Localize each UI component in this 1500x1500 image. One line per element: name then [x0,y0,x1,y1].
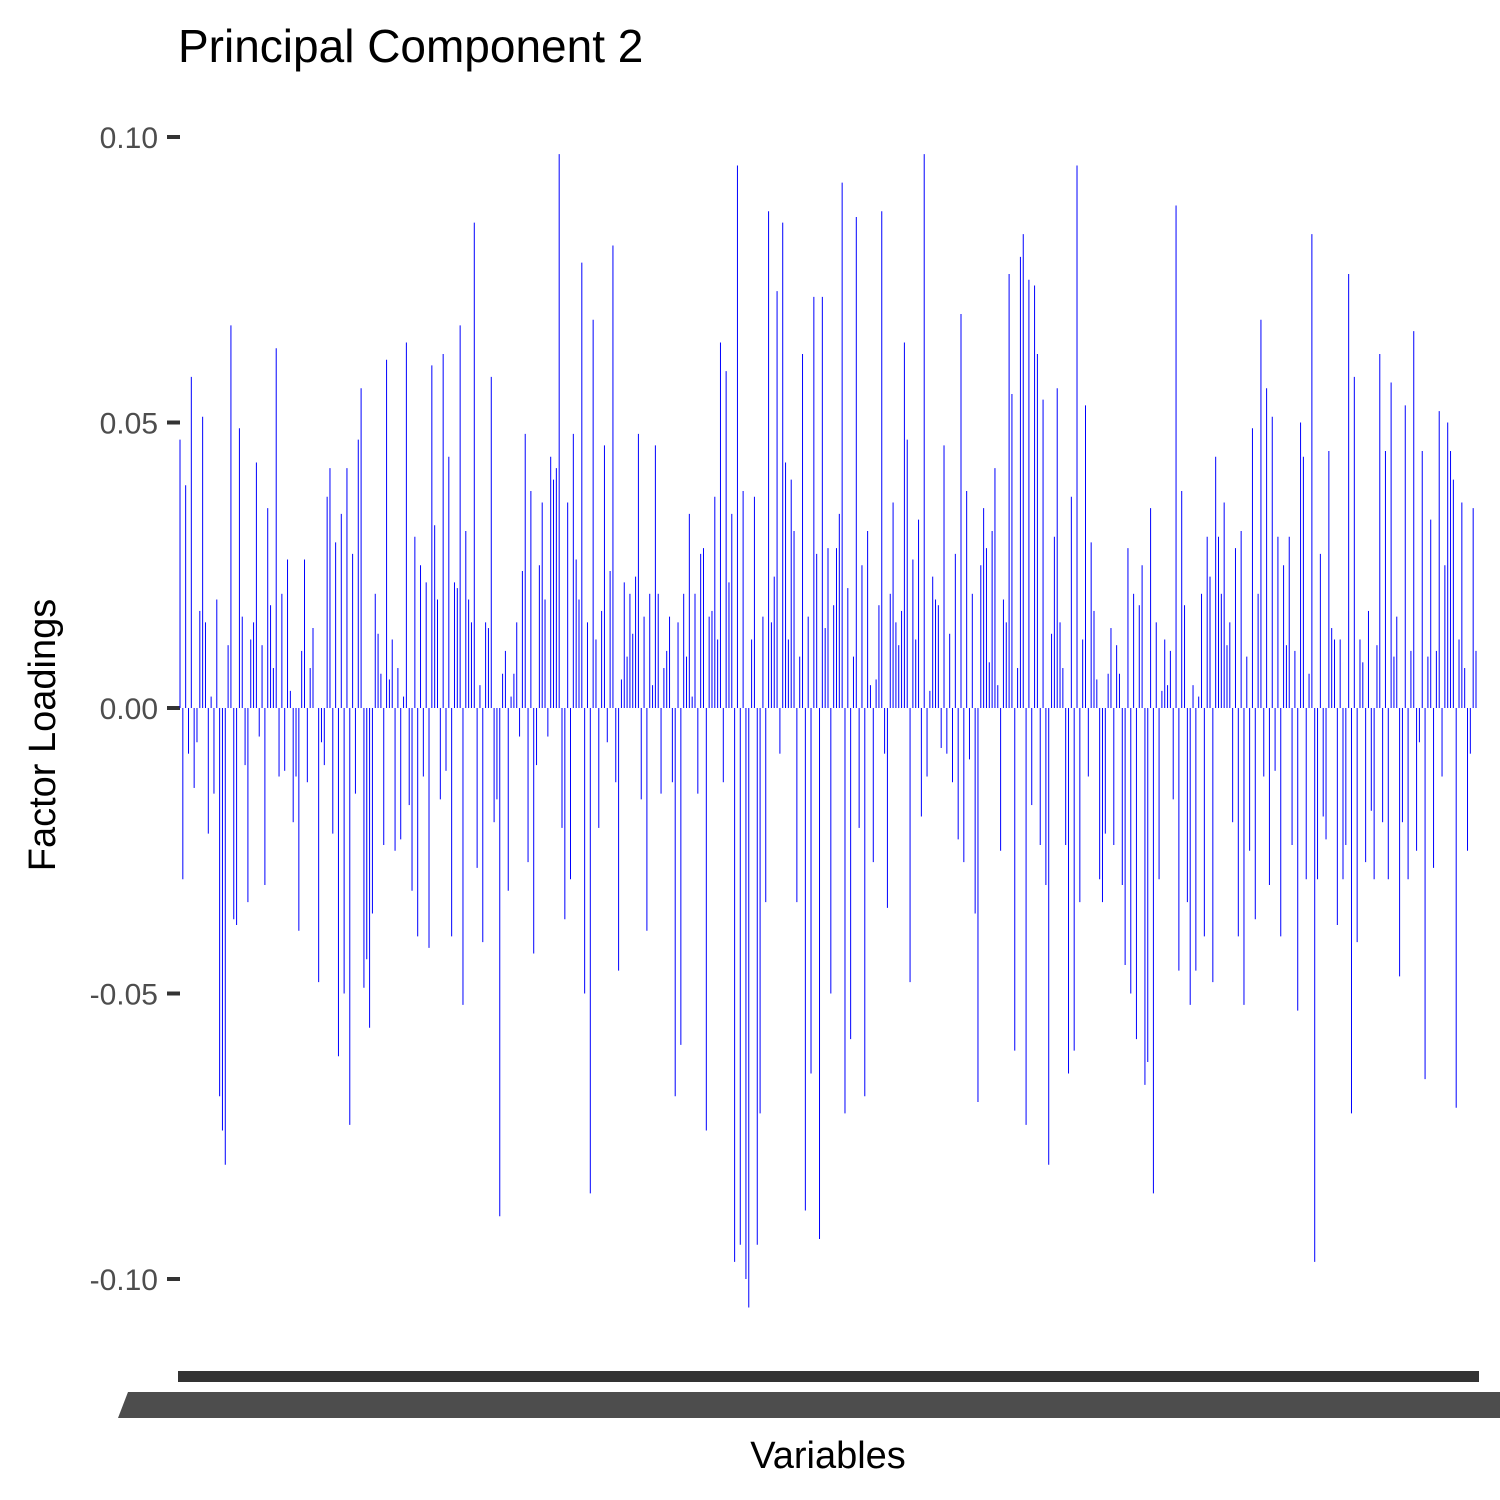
y-tick-label: -0.10 [90,1264,158,1297]
y-tick-label: 0.10 [100,122,158,155]
x-axis [118,1371,1500,1418]
x-axis-tick-labels [118,1392,1500,1418]
y-axis: 0.10 0.05 0.00 -0.05 -0.10 [90,122,180,1297]
y-tick-label: -0.05 [90,979,158,1012]
chart-title: Principal Component 2 [178,20,643,72]
y-axis-title: Factor Loadings [22,599,64,872]
y-tick-label: 0.00 [100,693,158,726]
y-tick-label: 0.05 [100,408,158,441]
bars [179,154,1477,1308]
x-axis-tick-band [178,1371,1479,1382]
x-axis-title: Variables [750,1435,906,1477]
